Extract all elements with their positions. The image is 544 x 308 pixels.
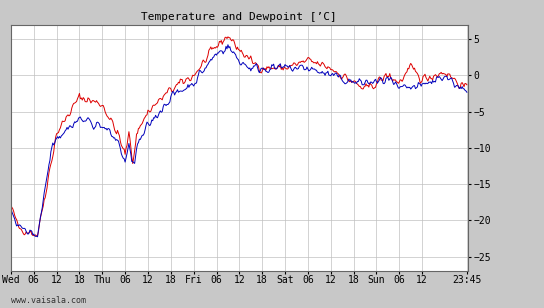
Title: Temperature and Dewpoint [’C]: Temperature and Dewpoint [’C] bbox=[141, 12, 337, 22]
Text: www.vaisala.com: www.vaisala.com bbox=[11, 296, 86, 305]
